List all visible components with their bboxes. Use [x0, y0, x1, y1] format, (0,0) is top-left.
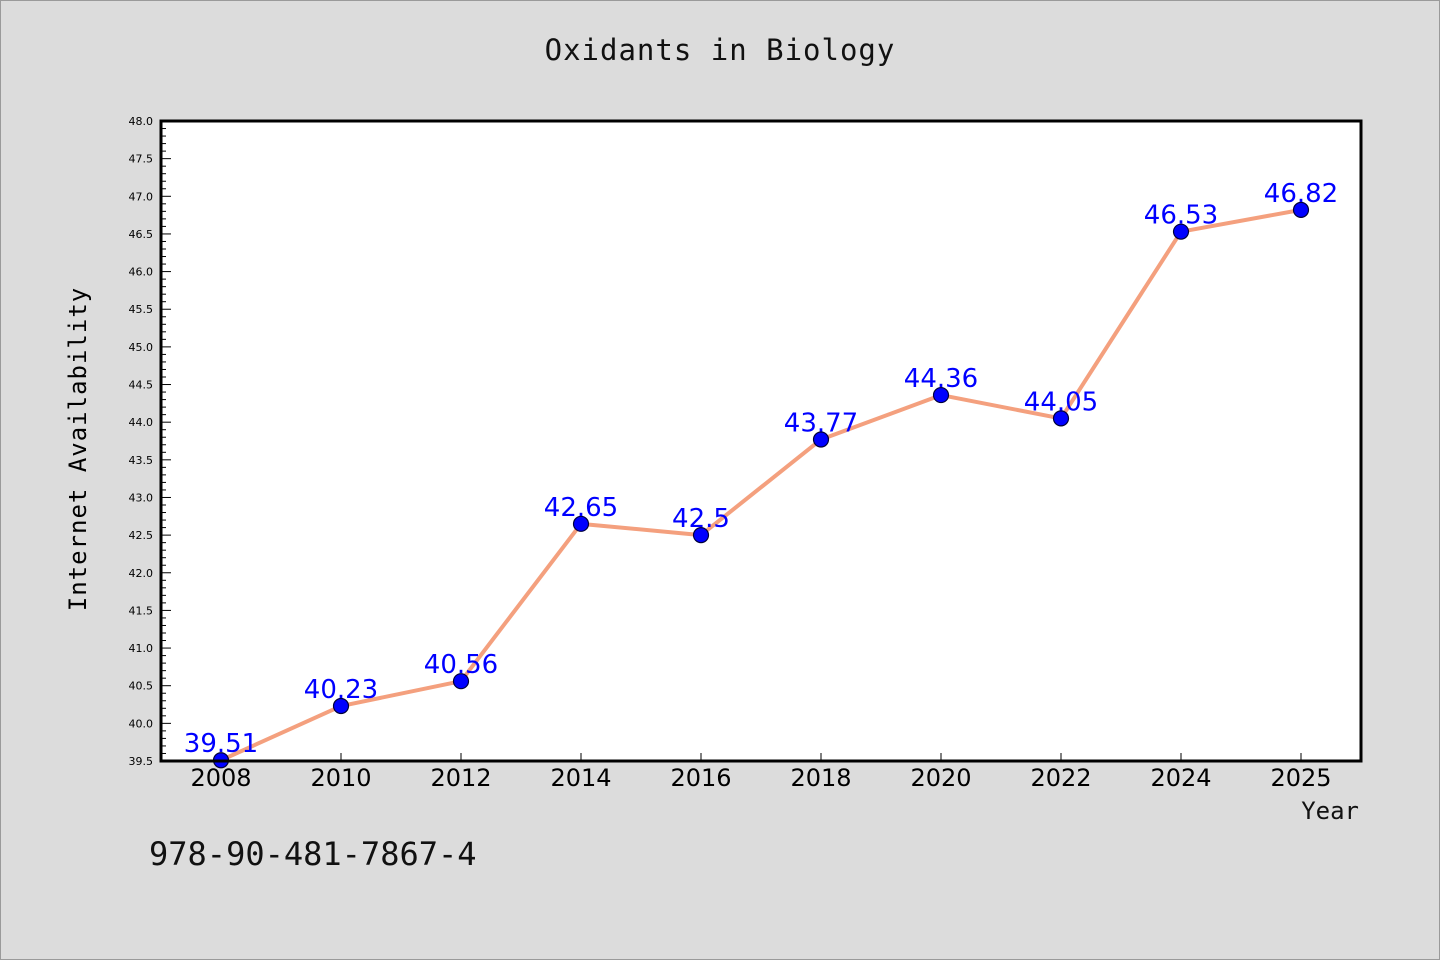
chart-title: Oxidants in Biology	[544, 33, 896, 67]
x-tick-label: 2012	[430, 764, 491, 792]
data-labels: 39.51 40.23 40.56 42.65 42.5 43.77 44.36 44.05 4…	[184, 179, 1338, 759]
data-point	[332, 697, 350, 715]
y-tick-label: 42.0	[129, 567, 154, 580]
x-tick-label: 2018	[790, 764, 851, 792]
y-tick-label: 41.0	[129, 642, 154, 655]
data-label: 46.82	[1264, 179, 1338, 209]
data-label: 42.5	[672, 504, 730, 534]
y-tick-label: 42.5	[129, 529, 154, 542]
data-point	[1172, 223, 1190, 240]
data-label: 43.77	[784, 408, 858, 438]
y-tick-label: 40.5	[129, 680, 154, 693]
data-label: 40.23	[304, 675, 378, 705]
x-tick-label: 2022	[1030, 764, 1091, 792]
data-label: 40.56	[424, 650, 498, 680]
x-tick-label: 2020	[910, 764, 971, 792]
data-point	[812, 431, 830, 448]
y-tick-label: 44.0	[129, 416, 154, 429]
x-tick-label: 2025	[1270, 764, 1331, 792]
y-tick-label: 45.0	[129, 341, 154, 354]
y-axis: 39.5 40.0 40.5 41.0 41.5 42.0 42.5 43.0 43.5 44.0…	[129, 115, 171, 768]
y-tick-label: 45.5	[129, 303, 154, 316]
x-tick-label: 2014	[550, 764, 611, 792]
data-label: 42.65	[544, 493, 618, 523]
y-tick-label: 47.5	[129, 153, 154, 166]
data-point	[572, 515, 590, 532]
x-tick-label: 2008	[190, 764, 251, 792]
data-point	[1292, 201, 1310, 218]
y-tick-label: 39.5	[129, 755, 154, 768]
isbn-text: 978-90-481-7867-4	[149, 835, 477, 873]
data-point	[932, 386, 950, 404]
y-tick-label: 46.5	[129, 228, 154, 241]
plot-frame	[159, 119, 1363, 763]
y-axis-label: Internet Availability	[64, 287, 92, 611]
x-tick-label: 2010	[310, 764, 371, 792]
data-point	[452, 673, 470, 690]
data-label: 46.53	[1144, 201, 1218, 231]
y-tick-label: 46.0	[129, 266, 154, 279]
series-line	[220, 207, 1302, 763]
x-axis: 2008 2010 2012 2014 2016 2018 2020 2022 2024 2025	[190, 753, 1332, 792]
y-tick-label: 47.0	[129, 190, 154, 203]
plot-area	[161, 121, 1361, 761]
data-point	[1052, 410, 1070, 427]
data-label: 39.51	[184, 729, 258, 759]
y-tick-label: 43.0	[129, 491, 154, 504]
y-tick-label: 44.5	[129, 379, 154, 392]
x-tick-label: 2024	[1150, 764, 1211, 792]
y-tick-label: 40.0	[129, 717, 154, 730]
y-tick-label: 41.5	[129, 604, 154, 617]
data-point	[692, 527, 710, 544]
x-tick-label: 2016	[670, 764, 731, 792]
data-label: 44.36	[904, 364, 978, 394]
y-tick-label: 43.5	[129, 454, 154, 467]
data-label: 44.05	[1024, 387, 1098, 417]
x-axis-label: Year	[1301, 797, 1359, 825]
y-tick-label: 48.0	[129, 115, 154, 128]
